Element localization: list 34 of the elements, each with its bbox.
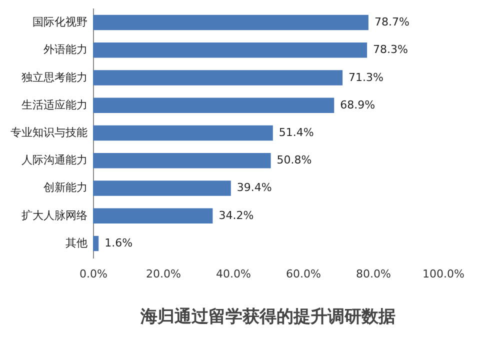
y-tick-label: 独立思考能力 — [22, 70, 88, 84]
x-tick-label: 80.0% — [356, 268, 391, 280]
data-label: 68.9% — [340, 98, 376, 112]
text: 海归通过留学获得的提升调研数据 — [140, 307, 396, 327]
y-tick-label: 人际沟通能力 — [22, 154, 88, 167]
bar — [93, 153, 271, 168]
y-tick-label: 其他 — [66, 236, 88, 250]
bar — [93, 125, 273, 141]
data-label: 78.3% — [373, 43, 408, 56]
bar — [93, 208, 213, 224]
x-tick-label: 0.0% — [80, 268, 108, 280]
x-tick-label: 100.0% — [422, 268, 464, 280]
x-tick-label: 40.0% — [216, 268, 251, 280]
bar — [93, 70, 343, 86]
bar — [93, 180, 231, 196]
y-tick-label: 国际化视野 — [32, 16, 88, 29]
data-label: 78.7% — [374, 16, 410, 29]
bar — [93, 42, 368, 58]
data-label: 34.2% — [218, 208, 254, 222]
x-tick-label: 60.0% — [286, 268, 321, 280]
data-label: 39.4% — [236, 181, 272, 194]
y-tick-label: 扩大人脉网络 — [22, 208, 88, 222]
data-label: 1.6% — [104, 236, 133, 250]
data-label: 51.4% — [278, 126, 314, 139]
y-tick-label: 生活适应能力 — [22, 98, 88, 112]
y-tick-label: 外语能力 — [44, 43, 88, 56]
y-tick-label: 专业知识与技能 — [10, 126, 88, 139]
bar — [93, 14, 368, 30]
data-label: 71.3% — [348, 70, 384, 84]
bar — [93, 98, 334, 113]
x-tick-label: 20.0% — [146, 268, 181, 280]
y-tick-label: 创新能力 — [44, 181, 88, 194]
data-label: 50.8% — [276, 154, 312, 167]
bar — [93, 236, 99, 252]
